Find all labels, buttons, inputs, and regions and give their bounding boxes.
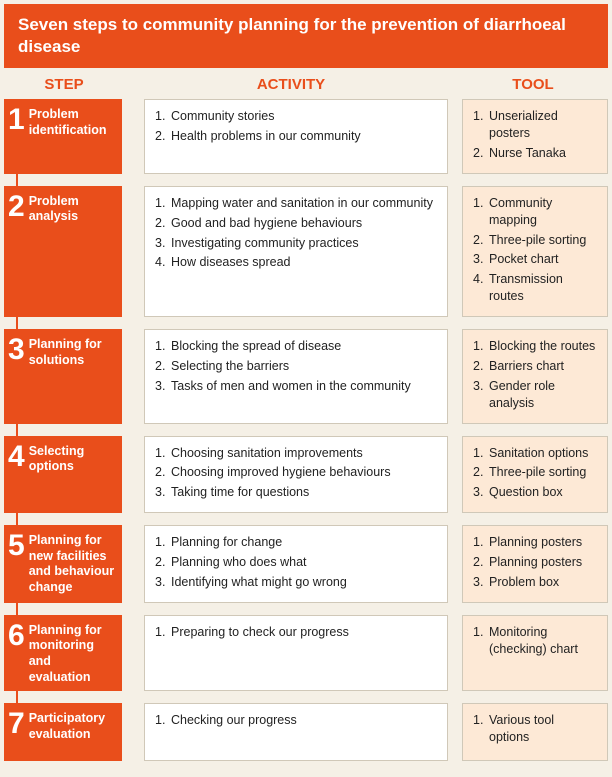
column-headers: STEP ACTIVITY TOOL: [4, 68, 608, 99]
step-box: 2Problem analysis: [4, 186, 122, 317]
activity-item: 1.Choosing sanitation improvements: [155, 445, 437, 462]
step-number: 4: [8, 442, 25, 472]
page-title: Seven steps to community planning for th…: [4, 4, 608, 68]
step-label: Planning for new facilities and behaviou…: [29, 531, 116, 596]
tool-item: 1.Planning posters: [473, 534, 597, 551]
tool-item: 2.Nurse Tanaka: [473, 145, 597, 162]
tool-cell: 1.Planning posters 2.Planning posters 3.Pr…: [462, 525, 608, 603]
tool-item: 3.Question box: [473, 484, 597, 501]
tool-item: 4.Transmission routes: [473, 271, 597, 305]
step-box: 7Participatory evaluation: [4, 703, 122, 761]
step-box: 3Planning for solutions: [4, 329, 122, 424]
tool-item: 2.Three-pile sorting: [473, 464, 597, 481]
step-number: 7: [8, 709, 25, 739]
step-label: Problem analysis: [29, 192, 116, 225]
tool-cell: 1.Community mapping 2.Three-pile sorting 3…: [462, 186, 608, 317]
step-row: 6Planning for monitoring and evaluation 1…: [4, 615, 608, 692]
tool-item: 1.Community mapping: [473, 195, 597, 229]
step-row: 7Participatory evaluation 1.Checking our …: [4, 703, 608, 761]
tool-cell: 1.Various tool options: [462, 703, 608, 761]
tool-cell: 1.Monitoring (checking) chart: [462, 615, 608, 692]
tool-item: 3.Problem box: [473, 574, 597, 591]
step-box: 4Selecting options: [4, 436, 122, 514]
tool-item: 1.Various tool options: [473, 712, 597, 746]
activity-cell: 1.Community stories 2.Health problems in …: [144, 99, 448, 174]
activity-item: 3.Identifying what might go wrong: [155, 574, 437, 591]
activity-item: 1.Checking our progress: [155, 712, 437, 729]
step-label: Problem identification: [29, 105, 116, 138]
step-label: Planning for monitoring and evaluation: [29, 621, 116, 686]
header-activity: ACTIVITY: [124, 76, 458, 93]
activity-item: 3.Tasks of men and women in the communit…: [155, 378, 437, 395]
tool-item: 3.Gender role analysis: [473, 378, 597, 412]
header-step: STEP: [4, 76, 124, 93]
step-label: Participatory evaluation: [29, 709, 116, 742]
tool-cell: 1.Blocking the routes 2.Barriers chart 3.G…: [462, 329, 608, 424]
step-number: 2: [8, 192, 25, 222]
activity-item: 2.Good and bad hygiene behaviours: [155, 215, 437, 232]
step-box: 5Planning for new facilities and behavio…: [4, 525, 122, 603]
activity-cell: 1.Checking our progress: [144, 703, 448, 761]
tool-cell: 1.Sanitation options 2.Three-pile sorting…: [462, 436, 608, 514]
header-tool: TOOL: [458, 76, 608, 93]
activity-cell: 1.Choosing sanitation improvements 2.Choo…: [144, 436, 448, 514]
step-row: 5Planning for new facilities and behavio…: [4, 525, 608, 603]
step-row: 3Planning for solutions1.Blocking the sp…: [4, 329, 608, 424]
activity-item: 2.Planning who does what: [155, 554, 437, 571]
activity-cell: 1.Mapping water and sanitation in our co…: [144, 186, 448, 317]
step-number: 3: [8, 335, 25, 365]
step-number: 1: [8, 105, 25, 135]
tool-item: 1.Monitoring (checking) chart: [473, 624, 597, 658]
activity-item: 1.Planning for change: [155, 534, 437, 551]
activity-item: 2.Choosing improved hygiene behaviours: [155, 464, 437, 481]
steps-container: 1Problem identification 1.Community stori…: [4, 99, 608, 761]
tool-item: 1.Unserialized posters: [473, 108, 597, 142]
tool-item: 2.Barriers chart: [473, 358, 597, 375]
step-row: 4Selecting options 1.Choosing sanitation …: [4, 436, 608, 514]
tool-item: 2.Planning posters: [473, 554, 597, 571]
step-box: 6Planning for monitoring and evaluation: [4, 615, 122, 692]
step-label: Selecting options: [29, 442, 116, 475]
tool-cell: 1.Unserialized posters 2.Nurse Tanaka: [462, 99, 608, 174]
tool-item: 1.Blocking the routes: [473, 338, 597, 355]
step-number: 5: [8, 531, 25, 561]
activity-item: 1.Mapping water and sanitation in our co…: [155, 195, 437, 212]
activity-cell: 1.Preparing to check our progress: [144, 615, 448, 692]
tool-item: 3.Pocket chart: [473, 251, 597, 268]
step-label: Planning for solutions: [29, 335, 116, 368]
tool-item: 2.Three-pile sorting: [473, 232, 597, 249]
activity-item: 2.Selecting the barriers: [155, 358, 437, 375]
activity-item: 1.Community stories: [155, 108, 437, 125]
activity-item: 2.Health problems in our community: [155, 128, 437, 145]
step-number: 6: [8, 621, 25, 651]
tool-item: 1.Sanitation options: [473, 445, 597, 462]
step-box: 1Problem identification: [4, 99, 122, 174]
activity-cell: 1.Planning for change 2.Planning who does…: [144, 525, 448, 603]
activity-cell: 1.Blocking the spread of disease 2.Select…: [144, 329, 448, 424]
activity-item: 1.Blocking the spread of disease: [155, 338, 437, 355]
activity-item: 4.How diseases spread: [155, 254, 437, 271]
step-row: 1Problem identification 1.Community stori…: [4, 99, 608, 174]
activity-item: 1.Preparing to check our progress: [155, 624, 437, 641]
activity-item: 3.Taking time for questions: [155, 484, 437, 501]
step-row: 2Problem analysis 1.Mapping water and san…: [4, 186, 608, 317]
activity-item: 3.Investigating community practices: [155, 235, 437, 252]
